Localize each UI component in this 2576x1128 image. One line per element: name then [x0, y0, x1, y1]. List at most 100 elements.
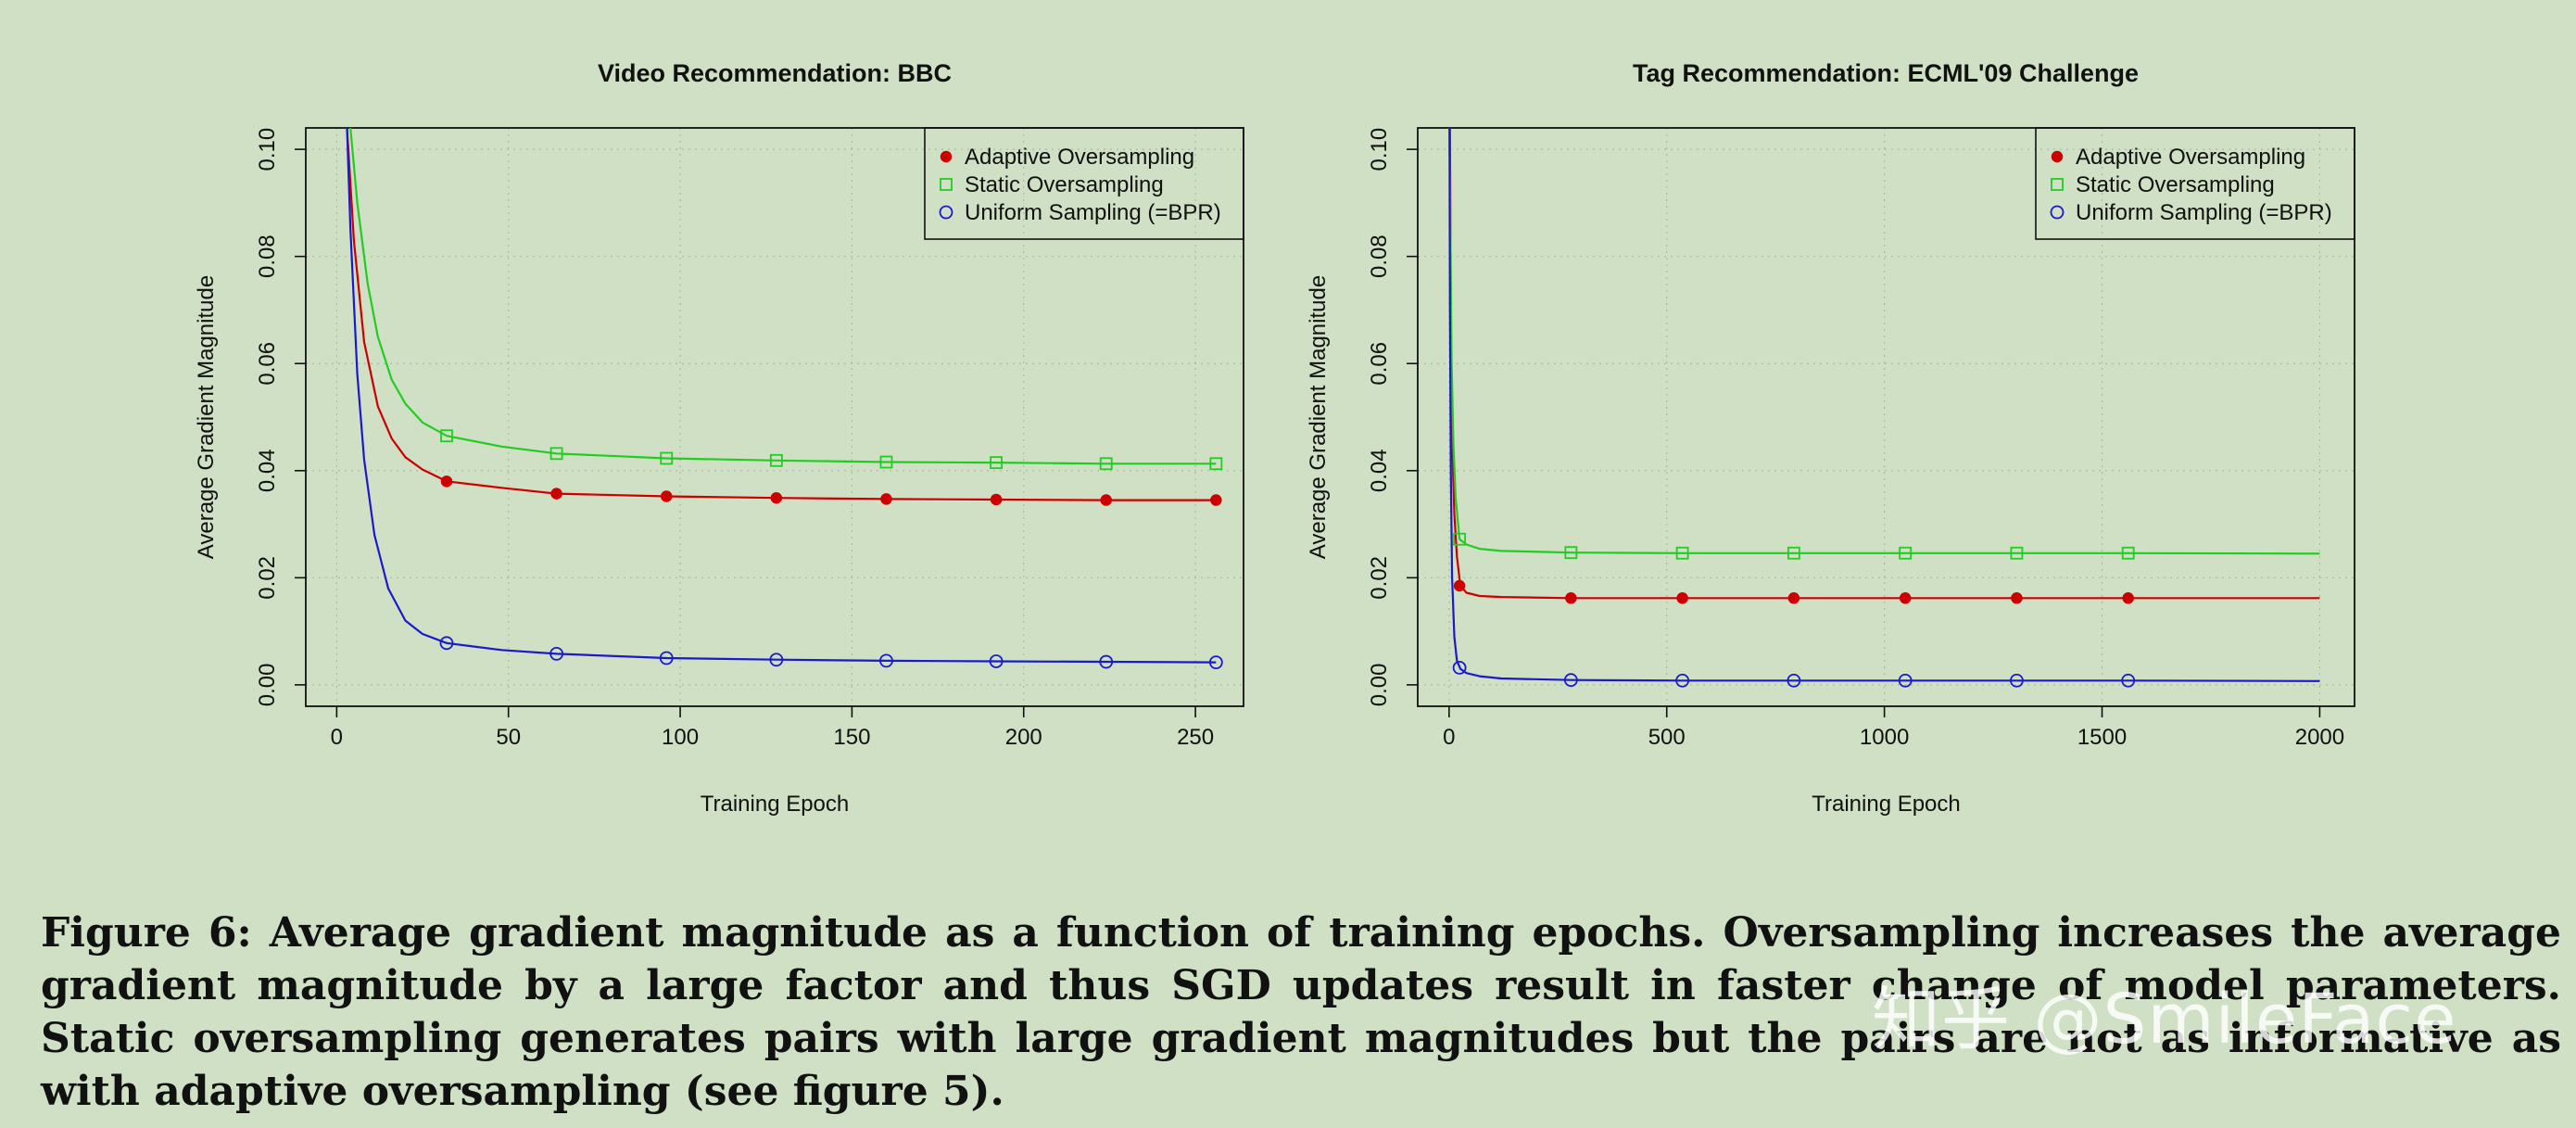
x-tick-label: 1000	[1860, 725, 1909, 750]
chart-panel-1: 0 50 100 150 200 250 0.00 0.02 0.04 0.06 0.08 0.10 V…	[194, 59, 1244, 817]
legend-marker-3	[939, 205, 953, 220]
series-1-point	[1210, 494, 1222, 506]
y-tick-label: 0.02	[1367, 556, 1392, 600]
y-tick-label: 0.00	[255, 664, 280, 707]
series-1-point	[770, 491, 783, 504]
series-1-point	[1676, 592, 1688, 604]
x-tick-label: 1500	[2077, 725, 2127, 750]
series-2-point	[2010, 546, 2024, 560]
series-2-point	[1787, 546, 1800, 560]
x-tick-label: 50	[496, 725, 521, 750]
series-1-point	[1899, 592, 1912, 604]
x-tick-label: 200	[1005, 725, 1042, 750]
series-3-point	[1563, 673, 1578, 688]
series-line-1	[1448, 128, 2320, 600]
legend-marker-2	[940, 178, 953, 191]
series-3-point	[2121, 673, 2136, 688]
series-line-1	[346, 128, 1217, 501]
series-3-point	[1898, 673, 1913, 688]
series-2-point	[1209, 457, 1223, 471]
legend-marker-3	[2050, 205, 2065, 220]
plot-area	[1448, 128, 2320, 688]
y-tick-label: 0.06	[1367, 342, 1392, 386]
series-3-point	[2010, 673, 2024, 688]
y-tick-label: 0.08	[1367, 234, 1392, 278]
legend-label-3: Uniform Sampling (=BPR)	[2076, 200, 2332, 225]
x-tick-label: 500	[1648, 725, 1686, 750]
plot-area	[346, 128, 1223, 670]
x-axis-label: Training Epoch	[1812, 792, 1961, 817]
x-tick-label: 2000	[2295, 725, 2344, 750]
y-tick-label: 0.02	[255, 556, 280, 600]
legend-marker-1	[940, 150, 953, 163]
series-3-point	[1787, 673, 1801, 688]
legend-label-2: Static Oversampling	[2076, 172, 2275, 197]
y-tick-label: 0.10	[255, 128, 280, 171]
series-3-point	[1452, 661, 1467, 675]
series-3-point	[1675, 673, 1690, 688]
series-line-2	[1448, 128, 2320, 555]
chart-title: Video Recommendation: BBC	[598, 59, 952, 87]
y-tick-label: 0.04	[1367, 449, 1392, 492]
chart-title: Tag Recommendation: ECML'09 Challenge	[1633, 59, 2139, 87]
series-3-point	[439, 636, 454, 651]
y-axis-label: Average Gradient Magnitude	[1306, 275, 1331, 559]
series-2-point	[1453, 532, 1467, 546]
x-axis-label: Training Epoch	[701, 792, 850, 817]
legend-box	[924, 127, 1244, 240]
series-line-3	[346, 128, 1217, 664]
series-1-point	[1453, 579, 1466, 592]
series-2-point	[1564, 546, 1578, 560]
series-1-point	[1100, 494, 1112, 506]
y-tick-label: 0.08	[255, 234, 280, 278]
legend-label-1: Adaptive Oversampling	[2076, 145, 2305, 170]
series-2-point	[769, 453, 783, 467]
y-tick-label: 0.04	[255, 449, 280, 492]
x-tick-label: 0	[331, 725, 343, 750]
series-2-point	[2121, 546, 2135, 560]
series-2-point	[440, 429, 453, 443]
series-2-point	[660, 451, 674, 465]
series-2-point	[1675, 546, 1689, 560]
y-axis-label: Average Gradient Magnitude	[194, 275, 219, 559]
legend-label-2: Static Oversampling	[965, 172, 1164, 197]
chart-panel-2: 0 500 1000 1500 2000 0.00 0.02 0.04 0.06 0.08 0.10…	[1306, 59, 2355, 817]
series-line-2	[349, 128, 1217, 465]
series-3-point	[659, 651, 674, 665]
figure-charts: 0 50 100 150 200 250 0.00 0.02 0.04 0.06 0.08 0.10 V…	[194, 59, 2355, 817]
legend-marker-1	[2051, 150, 2064, 163]
series-3-point	[549, 646, 564, 661]
x-tick-label: 250	[1177, 725, 1214, 750]
series-2-point	[1899, 546, 1913, 560]
y-tick-label: 0.06	[255, 342, 280, 386]
series-1-point	[1787, 592, 1800, 604]
series-1-point	[2122, 592, 2134, 604]
series-1-point	[440, 475, 453, 488]
series-3-point	[1208, 655, 1223, 670]
series-3-point	[879, 653, 893, 668]
series-3-point	[1099, 654, 1114, 669]
series-line-3	[1448, 128, 2320, 682]
legend-label-1: Adaptive Oversampling	[965, 145, 1194, 170]
legend-label-3: Uniform Sampling (=BPR)	[965, 200, 1221, 225]
series-3-point	[989, 654, 1004, 668]
series-2-point	[990, 456, 1003, 470]
watermark: 知乎 @SmileFace	[1872, 980, 2457, 1059]
series-1-point	[990, 493, 1003, 506]
y-tick-label: 0.10	[1367, 128, 1392, 171]
series-1-point	[660, 490, 673, 502]
x-tick-label: 0	[1443, 725, 1455, 750]
series-1-point	[1565, 592, 1577, 604]
series-1-point	[2011, 592, 2023, 604]
series-3-point	[769, 653, 784, 667]
x-tick-label: 100	[662, 725, 699, 750]
series-1-point	[880, 493, 892, 505]
plot-frame	[305, 127, 1244, 707]
legend-box	[2035, 127, 2355, 240]
figure-caption: Figure 6: Average gradient magnitude as …	[41, 909, 2561, 1115]
series-2-point	[549, 447, 563, 461]
series-2-point	[1099, 457, 1113, 471]
